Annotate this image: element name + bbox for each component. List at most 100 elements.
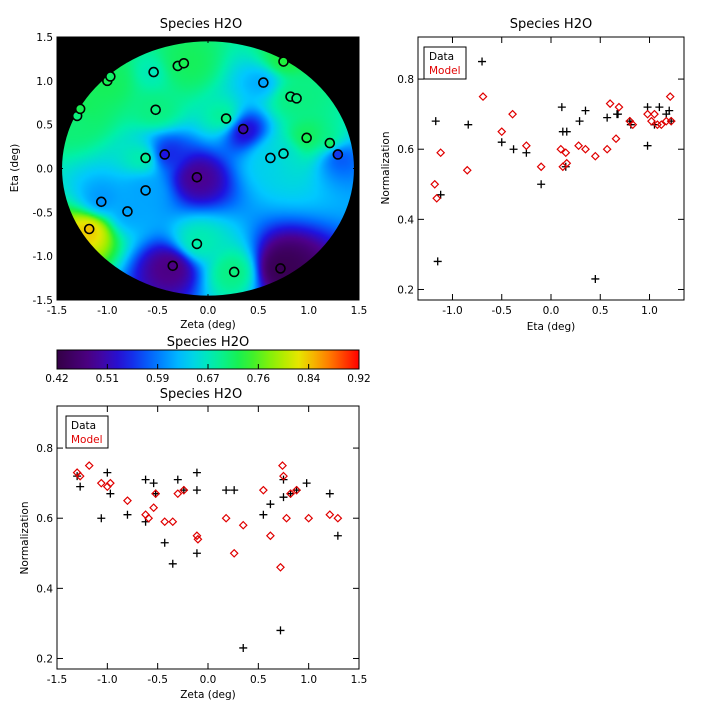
eta-model-point xyxy=(628,120,638,130)
map-point xyxy=(191,238,203,250)
map-point xyxy=(178,57,190,69)
zeta-legend-box xyxy=(65,415,109,449)
zeta-data-point xyxy=(151,489,160,498)
zeta-data-point xyxy=(106,489,115,498)
eta-model-point xyxy=(478,92,488,102)
eta-xtick-label: 0.0 xyxy=(543,305,560,317)
eta-legend-data: Data xyxy=(429,51,454,63)
zeta-data-point xyxy=(160,538,169,547)
colorbar-tick-label: 0.84 xyxy=(297,373,321,385)
eta-model-point xyxy=(556,144,566,154)
zeta-data-point xyxy=(292,486,301,495)
zeta-data-point xyxy=(192,486,201,495)
map-xlabel: Zeta (deg) xyxy=(180,319,236,331)
zeta-xtick-label: -1.5 xyxy=(47,674,68,686)
zeta-model-point xyxy=(304,513,314,523)
eta-data-point xyxy=(667,117,676,126)
zeta-panel: Species H2O -1.5 -1.0 -0.5 0.0 0.5 1.0 1.5 0.2 0… xyxy=(19,387,367,701)
map-ytick-label: -0.5 xyxy=(33,207,54,219)
zeta-legend-data: Data xyxy=(71,420,96,432)
zeta-data-point xyxy=(230,486,239,495)
map-xtick-label: -0.5 xyxy=(147,305,168,317)
eta-model-point xyxy=(614,102,624,112)
zeta-data-point xyxy=(168,559,177,568)
eta-data-point xyxy=(643,141,652,150)
zeta-axes: -1.5 -1.0 -0.5 0.0 0.5 1.0 1.5 0.2 0.4 0.6 0.8 xyxy=(36,406,367,686)
eta-model-point xyxy=(611,134,621,144)
eta-data-point xyxy=(626,120,635,129)
zeta-data-point xyxy=(97,514,106,523)
map-ytick-label: -1.0 xyxy=(33,251,54,263)
eta-model-point xyxy=(643,109,652,119)
zeta-model-point xyxy=(221,513,231,523)
eta-xlabel: Eta (deg) xyxy=(527,321,576,333)
eta-data-point xyxy=(575,117,584,126)
map-point xyxy=(150,104,161,116)
zeta-data-point xyxy=(239,643,248,652)
eta-data-point xyxy=(537,180,546,189)
map-panel: Species H2O -1.5 -1.0 -0.5 0.0 0.5 1.0 1.5-1.5… xyxy=(9,17,367,331)
colorbar-tick-label: 0.67 xyxy=(196,373,219,385)
map-point xyxy=(278,148,289,159)
eta-xtick-label: -0.5 xyxy=(491,305,512,317)
eta-model-point xyxy=(666,116,676,126)
eta-marks xyxy=(430,57,676,283)
zeta-ytick-label: 0.8 xyxy=(36,443,53,455)
zeta-data-point xyxy=(333,531,342,540)
eta-model-point xyxy=(602,144,612,154)
colorbar-tick-label: 0.42 xyxy=(45,373,68,385)
map-point xyxy=(332,149,344,160)
map-ytick-label: 0.0 xyxy=(36,164,53,176)
eta-data-point xyxy=(431,117,440,126)
map-point xyxy=(258,77,269,88)
eta-data-point xyxy=(497,138,506,147)
eta-title: Species H2O xyxy=(510,17,592,32)
zeta-data-point xyxy=(286,489,295,498)
map-xtick-label: -1.0 xyxy=(97,305,118,317)
eta-ytick-label: 0.4 xyxy=(397,214,414,226)
zeta-model-point xyxy=(286,489,295,499)
eta-model-point xyxy=(497,127,507,137)
map-xtick-label: 0.0 xyxy=(200,305,217,317)
map-point xyxy=(275,263,286,274)
map-point xyxy=(191,171,203,183)
colorbar-tick-label: 0.51 xyxy=(96,373,119,385)
eta-model-point xyxy=(436,148,446,158)
eta-model-point xyxy=(432,193,442,203)
zeta-model-point xyxy=(151,489,161,499)
zeta-data-point xyxy=(123,510,132,519)
eta-data-point xyxy=(603,113,612,122)
zeta-data-point xyxy=(259,510,268,519)
zeta-model-point xyxy=(292,485,302,495)
map-point xyxy=(265,152,276,164)
eta-data-point xyxy=(562,127,571,136)
zeta-model-point xyxy=(84,461,94,471)
eta-legend-box xyxy=(423,46,467,80)
map-xtick-label: 1.5 xyxy=(351,305,368,317)
zeta-xtick-label: -1.0 xyxy=(97,674,118,686)
eta-model-point xyxy=(647,116,656,126)
map-point xyxy=(74,103,86,115)
zeta-model-point xyxy=(105,478,115,488)
zeta-data-point xyxy=(192,468,201,477)
zeta-model-point xyxy=(160,517,170,527)
eta-legend: Data Model xyxy=(423,46,467,80)
zeta-xlabel: Zeta (deg) xyxy=(180,689,236,701)
zeta-data-point xyxy=(179,486,188,495)
map-point xyxy=(140,185,151,196)
colorbar-tick-label: 0.76 xyxy=(247,373,271,385)
zeta-model-point xyxy=(149,503,159,513)
eta-model-point xyxy=(574,141,584,151)
zeta-data-point xyxy=(192,549,201,558)
zeta-xtick-label: 0.5 xyxy=(250,674,267,686)
zeta-data-point xyxy=(103,468,112,477)
zeta-data-point xyxy=(266,500,275,509)
map-ytick-label: 0.5 xyxy=(36,120,53,132)
eta-model-point xyxy=(561,148,571,158)
map-point xyxy=(95,196,107,208)
map-points xyxy=(71,56,344,278)
zeta-legend-model: Model xyxy=(71,434,103,446)
zeta-xtick-label: -0.5 xyxy=(147,674,168,686)
map-point xyxy=(228,266,240,278)
colorbar-ticks: 0.42 0.51 0.59 0.67 0.76 0.84 0.92 xyxy=(45,364,371,385)
